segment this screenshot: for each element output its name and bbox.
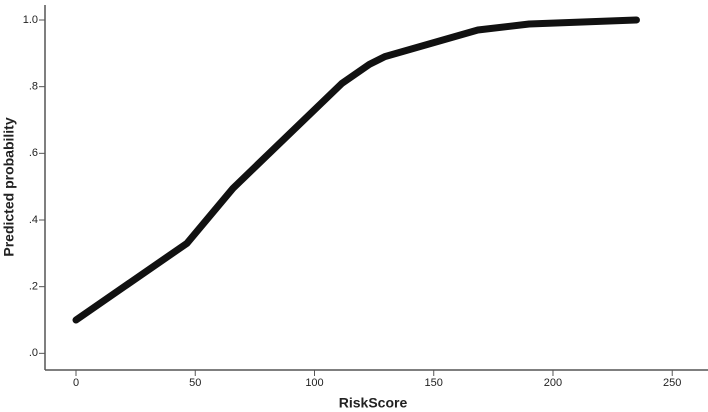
y-tick-label: .8 bbox=[29, 81, 38, 93]
x-tick-label: 250 bbox=[663, 377, 681, 389]
x-tick-label: 150 bbox=[425, 377, 443, 389]
x-tick-label: 0 bbox=[73, 377, 79, 389]
x-tick-label: 200 bbox=[544, 377, 562, 389]
y-tick-label: .6 bbox=[29, 147, 38, 159]
y-tick-label: .0 bbox=[29, 347, 38, 359]
x-tick-label: 50 bbox=[189, 377, 201, 389]
y-axis-title: Predicted probability bbox=[1, 117, 17, 256]
y-tick-label: .2 bbox=[29, 281, 38, 293]
line bbox=[72, 16, 640, 324]
y-tick-label: 1.0 bbox=[23, 14, 38, 26]
x-tick-label: 100 bbox=[305, 377, 323, 389]
x-axis-title: RiskScore bbox=[339, 395, 408, 411]
y-tick-label: .4 bbox=[29, 214, 38, 226]
